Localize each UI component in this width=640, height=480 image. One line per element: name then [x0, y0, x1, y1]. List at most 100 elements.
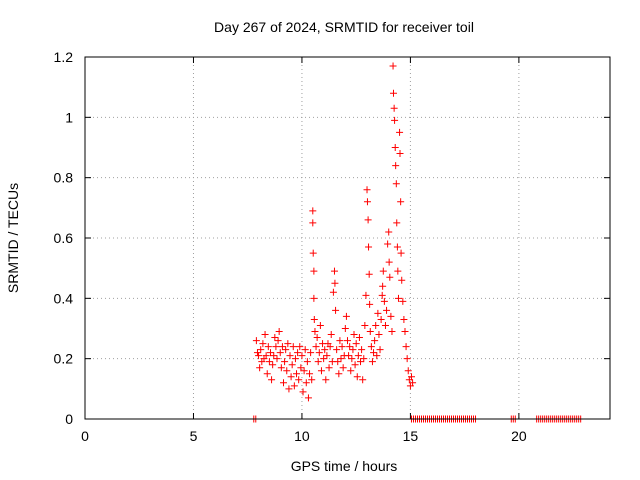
- data-point: [354, 352, 362, 360]
- x-tick-label: 10: [294, 428, 310, 444]
- data-point: [253, 349, 261, 357]
- data-point: [374, 309, 382, 317]
- data-point: [294, 349, 302, 357]
- data-point: [345, 352, 353, 360]
- data-point: [329, 288, 337, 296]
- data-point: [401, 328, 409, 336]
- data-point: [308, 376, 316, 384]
- data-point: [277, 364, 285, 372]
- y-tick-label: 0.8: [54, 170, 74, 186]
- x-tick-label: 5: [190, 428, 198, 444]
- data-point: [342, 312, 350, 320]
- grid-layer: [85, 57, 610, 419]
- data-point: [263, 370, 271, 378]
- data-point: [402, 343, 410, 351]
- data-point: [397, 198, 405, 206]
- data-point: [265, 358, 273, 366]
- data-point: [390, 104, 398, 112]
- data-point: [378, 291, 386, 299]
- data-point: [335, 370, 343, 378]
- data-point: [384, 240, 392, 248]
- data-point: [286, 352, 294, 360]
- data-point: [336, 337, 344, 345]
- data-point: [407, 373, 415, 381]
- data-point: [348, 355, 356, 363]
- data-point: [312, 343, 320, 351]
- data-point: [283, 367, 291, 375]
- data-point: [392, 180, 400, 188]
- y-tick-label: 0.6: [54, 230, 74, 246]
- y-tick-label: 1.2: [54, 49, 74, 65]
- data-point: [373, 352, 381, 360]
- data-point: [338, 343, 346, 351]
- data-point: [379, 267, 387, 275]
- data-point: [337, 355, 345, 363]
- data-point: [285, 385, 293, 393]
- data-point: [365, 270, 373, 278]
- data-point: [330, 267, 338, 275]
- data-point: [306, 370, 314, 378]
- y-tick-label: 0: [65, 411, 73, 427]
- data-point: [379, 282, 387, 290]
- y-axis-label: SRMTID / TECUs: [5, 183, 21, 293]
- data-point: [252, 337, 260, 345]
- data-point: [309, 207, 317, 215]
- data-point: [271, 334, 279, 342]
- data-point: [389, 89, 397, 97]
- data-point: [309, 219, 317, 227]
- data-point: [394, 267, 402, 275]
- data-point: [397, 249, 405, 257]
- data-point: [393, 243, 401, 251]
- data-point: [327, 331, 335, 339]
- data-point: [293, 370, 301, 378]
- data-point: [301, 346, 309, 354]
- data-point: [302, 379, 310, 387]
- y-tick-label: 1: [65, 109, 73, 125]
- data-point: [314, 358, 322, 366]
- data-point: [320, 355, 328, 363]
- data-point: [377, 315, 385, 323]
- data-point: [317, 367, 325, 375]
- data-point: [273, 355, 281, 363]
- ticks-layer: 0 5 10 15 20 0 0.2 0.4 0.6 0.8 1 1.2: [54, 49, 610, 444]
- data-point: [266, 349, 274, 357]
- data-point: [334, 358, 342, 366]
- points-layer: [250, 62, 585, 423]
- data-point: [323, 352, 331, 360]
- data-point: [333, 346, 341, 354]
- data-point: [372, 321, 380, 329]
- data-point: [391, 144, 399, 151]
- data-point: [315, 349, 323, 357]
- data-point: [351, 361, 359, 369]
- data-point: [261, 331, 269, 339]
- data-point: [380, 297, 388, 305]
- data-point: [391, 116, 399, 124]
- data-point: [307, 349, 315, 357]
- data-point: [257, 346, 265, 354]
- data-point: [270, 352, 278, 360]
- data-point: [375, 331, 383, 339]
- data-point: [400, 315, 408, 323]
- data-point: [389, 62, 397, 70]
- data-point: [326, 343, 334, 351]
- x-axis-label: GPS time / hours: [291, 458, 398, 474]
- data-point: [341, 325, 349, 332]
- data-point: [313, 334, 321, 342]
- data-point: [289, 343, 297, 351]
- data-point: [362, 291, 370, 299]
- data-point: [269, 361, 277, 369]
- data-point: [393, 219, 401, 227]
- data-point: [299, 388, 307, 396]
- data-point: [363, 186, 371, 194]
- data-point: [284, 340, 292, 348]
- data-point: [365, 243, 373, 251]
- data-point: [398, 276, 406, 284]
- data-point: [310, 294, 318, 302]
- data-point: [386, 273, 394, 281]
- data-point: [295, 376, 303, 384]
- data-point: [316, 321, 324, 329]
- data-point: [332, 306, 340, 314]
- data-point: [387, 312, 395, 320]
